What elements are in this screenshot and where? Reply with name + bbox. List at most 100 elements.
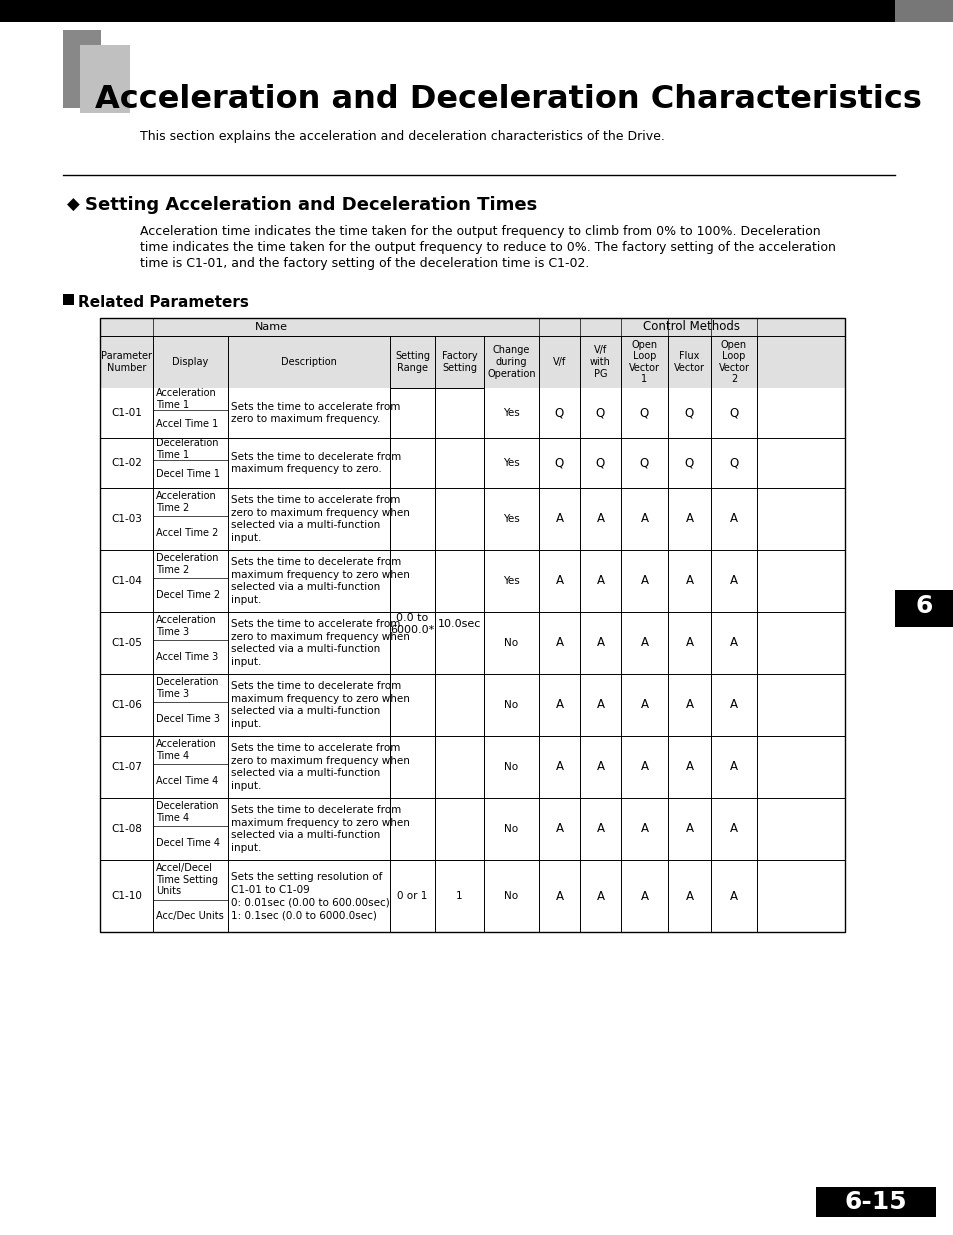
Text: Q: Q xyxy=(729,406,738,420)
Bar xyxy=(0,0,953,22)
Text: Yes: Yes xyxy=(502,408,519,417)
Text: A: A xyxy=(685,699,693,711)
Text: This section explains the acceleration and deceleration characteristics of the D: This section explains the acceleration a… xyxy=(140,130,664,143)
Text: A: A xyxy=(639,823,648,836)
Text: A: A xyxy=(596,823,604,836)
Text: Sets the setting resolution of
C1-01 to C1-09
0: 0.01sec (0.00 to 600.00sec)
1: : Sets the setting resolution of C1-01 to … xyxy=(231,872,390,920)
Text: Deceleration
Time 3: Deceleration Time 3 xyxy=(156,677,218,699)
Text: Open
Loop
Vector
2: Open Loop Vector 2 xyxy=(718,340,749,384)
Text: No: No xyxy=(504,700,518,710)
Text: Deceleration
Time 1: Deceleration Time 1 xyxy=(156,438,218,459)
Text: A: A xyxy=(596,513,604,526)
Text: A: A xyxy=(555,513,563,526)
Text: A: A xyxy=(555,889,563,903)
Text: Change
during
Operation: Change during Operation xyxy=(487,346,536,379)
Text: Q: Q xyxy=(555,457,563,469)
Text: A: A xyxy=(729,889,738,903)
Text: ◆: ◆ xyxy=(67,196,80,214)
Text: Factory
Setting: Factory Setting xyxy=(441,351,476,373)
Text: 6: 6 xyxy=(914,594,932,618)
Text: A: A xyxy=(729,823,738,836)
Text: Yes: Yes xyxy=(502,576,519,585)
Text: 10.0sec: 10.0sec xyxy=(437,619,480,629)
Text: Q: Q xyxy=(639,406,648,420)
Bar xyxy=(894,0,953,22)
Text: Q: Q xyxy=(684,406,694,420)
Text: Parameter
Number: Parameter Number xyxy=(101,351,152,373)
Text: 0 or 1: 0 or 1 xyxy=(396,890,427,902)
Text: Decel Time 2: Decel Time 2 xyxy=(156,590,220,600)
Bar xyxy=(100,317,844,388)
Text: No: No xyxy=(504,762,518,772)
Text: Acceleration and Deceleration Characteristics: Acceleration and Deceleration Characteri… xyxy=(486,14,726,23)
Text: C1-05: C1-05 xyxy=(111,638,142,648)
Bar xyxy=(63,30,101,107)
Text: C1-03: C1-03 xyxy=(111,514,142,524)
Text: A: A xyxy=(639,761,648,773)
Text: Q: Q xyxy=(596,457,604,469)
Text: A: A xyxy=(555,574,563,588)
Text: A: A xyxy=(729,761,738,773)
Text: A: A xyxy=(685,761,693,773)
Text: No: No xyxy=(504,824,518,834)
Text: Acceleration time indicates the time taken for the output frequency to climb fro: Acceleration time indicates the time tak… xyxy=(140,225,820,238)
Text: A: A xyxy=(596,761,604,773)
Text: Accel Time 4: Accel Time 4 xyxy=(156,776,218,785)
Text: C1-06: C1-06 xyxy=(111,700,142,710)
Text: A: A xyxy=(639,636,648,650)
Text: A: A xyxy=(596,889,604,903)
Text: Acc/Dec Units: Acc/Dec Units xyxy=(156,910,224,921)
Text: A: A xyxy=(555,636,563,650)
Text: Decel Time 4: Decel Time 4 xyxy=(156,839,220,848)
Text: Name: Name xyxy=(254,322,288,332)
Text: Q: Q xyxy=(684,457,694,469)
Text: Sets the time to accelerate from
zero to maximum frequency when
selected via a m: Sets the time to accelerate from zero to… xyxy=(231,742,410,792)
Text: Related Parameters: Related Parameters xyxy=(78,295,249,310)
Text: A: A xyxy=(639,513,648,526)
Text: A: A xyxy=(685,889,693,903)
Text: Sets the time to decelerate from
maximum frequency to zero.: Sets the time to decelerate from maximum… xyxy=(231,452,401,474)
Text: C1-01: C1-01 xyxy=(111,408,142,417)
Text: V/f: V/f xyxy=(553,357,565,367)
Text: Decel Time 1: Decel Time 1 xyxy=(156,469,220,479)
Text: Sets the time to decelerate from
maximum frequency to zero when
selected via a m: Sets the time to decelerate from maximum… xyxy=(231,680,410,729)
Text: Deceleration
Time 2: Deceleration Time 2 xyxy=(156,553,218,574)
Text: Accel/Decel
Time Setting
Units: Accel/Decel Time Setting Units xyxy=(156,863,218,897)
Text: time indicates the time taken for the output frequency to reduce to 0%. The fact: time indicates the time taken for the ou… xyxy=(140,241,835,254)
Text: No: No xyxy=(504,638,518,648)
Text: A: A xyxy=(555,823,563,836)
Text: A: A xyxy=(639,889,648,903)
Text: 6-15: 6-15 xyxy=(843,1191,906,1214)
Text: A: A xyxy=(729,636,738,650)
Text: time is C1-01, and the factory setting of the deceleration time is C1-02.: time is C1-01, and the factory setting o… xyxy=(140,257,589,270)
Text: Flux
Vector: Flux Vector xyxy=(673,351,704,373)
Text: Acceleration
Time 1: Acceleration Time 1 xyxy=(156,388,216,410)
Text: Sets the time to accelerate from
zero to maximum frequency when
selected via a m: Sets the time to accelerate from zero to… xyxy=(231,619,410,667)
Text: A: A xyxy=(639,699,648,711)
Bar xyxy=(100,317,844,932)
Text: Setting Acceleration and Deceleration Times: Setting Acceleration and Deceleration Ti… xyxy=(85,196,537,214)
Text: Acceleration
Time 3: Acceleration Time 3 xyxy=(156,615,216,637)
Text: C1-07: C1-07 xyxy=(111,762,142,772)
Bar xyxy=(80,44,130,112)
Text: Yes: Yes xyxy=(502,458,519,468)
Text: Sets the time to decelerate from
maximum frequency to zero when
selected via a m: Sets the time to decelerate from maximum… xyxy=(231,557,410,605)
Text: A: A xyxy=(639,574,648,588)
Text: A: A xyxy=(729,699,738,711)
Text: A: A xyxy=(729,574,738,588)
Text: Control Methods: Control Methods xyxy=(643,321,740,333)
Text: A: A xyxy=(596,699,604,711)
Text: Decel Time 3: Decel Time 3 xyxy=(156,714,220,724)
Bar xyxy=(894,590,953,622)
Text: Q: Q xyxy=(729,457,738,469)
Text: A: A xyxy=(555,699,563,711)
Text: Yes: Yes xyxy=(502,514,519,524)
Text: Sets the time to accelerate from
zero to maximum frequency.: Sets the time to accelerate from zero to… xyxy=(231,401,400,425)
Bar xyxy=(815,1187,935,1216)
Text: Sets the time to decelerate from
maximum frequency to zero when
selected via a m: Sets the time to decelerate from maximum… xyxy=(231,805,410,853)
Text: A: A xyxy=(685,636,693,650)
Text: Acceleration and Deceleration Characteristics: Acceleration and Deceleration Characteri… xyxy=(95,84,921,116)
Text: Sets the time to accelerate from
zero to maximum frequency when
selected via a m: Sets the time to accelerate from zero to… xyxy=(231,495,410,543)
Text: Deceleration
Time 4: Deceleration Time 4 xyxy=(156,802,218,823)
Text: 0.0 to
6000.0*: 0.0 to 6000.0* xyxy=(390,614,435,635)
